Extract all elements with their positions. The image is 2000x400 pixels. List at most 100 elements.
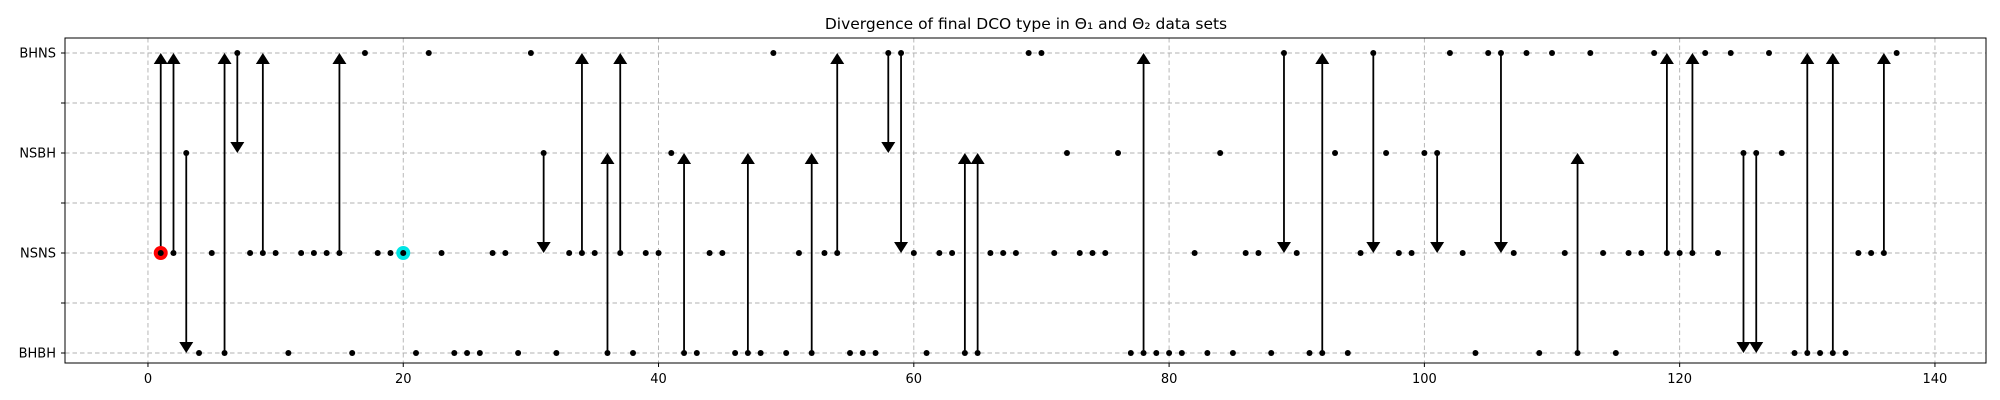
- data-point: [1651, 50, 1658, 56]
- transition-start-point: [1319, 350, 1326, 356]
- y-tick-label: NSNS: [20, 247, 56, 262]
- data-point: [1051, 250, 1058, 256]
- data-point: [374, 250, 381, 256]
- transition-start-point: [1663, 250, 1670, 256]
- data-point: [361, 50, 368, 56]
- data-point: [1638, 250, 1645, 256]
- transition-arrowhead: [677, 153, 692, 164]
- data-point: [1727, 50, 1734, 56]
- transition-start-point: [1829, 350, 1836, 356]
- data-point: [668, 150, 675, 156]
- chart-title: Divergence of final DCO type in Θ₁ and Θ…: [825, 15, 1227, 33]
- transition-start-point: [170, 250, 177, 256]
- data-point: [949, 250, 956, 256]
- transition-arrowhead: [957, 153, 972, 164]
- data-point: [1395, 250, 1402, 256]
- transition-start-point: [234, 50, 241, 56]
- transition-arrowhead: [1659, 53, 1674, 64]
- data-point: [1255, 250, 1262, 256]
- x-tick-label: 80: [1161, 372, 1178, 387]
- data-point: [706, 250, 713, 256]
- transition-start-point: [834, 250, 841, 256]
- data-point: [1217, 150, 1224, 156]
- transition-start-point: [808, 350, 815, 356]
- transition-arrowhead: [804, 153, 819, 164]
- data-point: [1204, 350, 1211, 356]
- data-point: [272, 250, 279, 256]
- transition-start-point: [259, 250, 266, 256]
- data-point: [1536, 350, 1543, 356]
- transition-arrowhead: [600, 153, 615, 164]
- transition-start-point: [221, 350, 228, 356]
- data-point: [783, 350, 790, 356]
- data-point: [1012, 250, 1019, 256]
- data-point: [489, 250, 496, 256]
- data-point: [642, 250, 649, 256]
- transition-arrowhead: [1749, 342, 1764, 353]
- data-point: [349, 350, 356, 356]
- transition-start-point: [885, 50, 892, 56]
- transition-start-point: [183, 150, 190, 156]
- transition-arrowhead: [830, 53, 845, 64]
- data-point: [1242, 250, 1249, 256]
- transition-arrowhead: [970, 153, 985, 164]
- data-point: [323, 250, 330, 256]
- data-point: [1446, 50, 1453, 56]
- data-point: [451, 350, 458, 356]
- transition-arrowhead: [574, 53, 589, 64]
- data-point: [1229, 350, 1236, 356]
- data-point: [464, 350, 471, 356]
- transition-start-point: [1280, 50, 1287, 56]
- transition-arrowhead: [230, 142, 245, 153]
- data-point: [1549, 50, 1556, 56]
- x-tick-label: 120: [1667, 372, 1692, 387]
- data-point: [770, 50, 777, 56]
- transition-arrowhead: [536, 242, 551, 253]
- transition-arrowhead: [166, 53, 181, 64]
- transition-start-point: [1497, 50, 1504, 56]
- highlighted-points: [153, 246, 411, 260]
- transition-start-point: [898, 50, 905, 56]
- data-point: [1357, 250, 1364, 256]
- transition-arrowhead: [179, 342, 194, 353]
- data-point: [1293, 250, 1300, 256]
- data-point: [732, 350, 739, 356]
- data-point: [1408, 250, 1415, 256]
- x-tick-label: 140: [1923, 372, 1948, 387]
- data-point: [872, 350, 879, 356]
- data-point: [795, 250, 802, 256]
- x-tick-label: 0: [144, 372, 152, 387]
- data-point: [438, 250, 445, 256]
- transition-start-point: [1689, 250, 1696, 256]
- transition-arrowhead: [881, 142, 896, 153]
- data-point: [1766, 50, 1773, 56]
- data-point: [208, 250, 215, 256]
- data-point: [1268, 350, 1275, 356]
- x-tick-label: 40: [650, 372, 667, 387]
- data-point: [1587, 50, 1594, 56]
- y-tick-label: NSBH: [19, 147, 56, 162]
- data-point: [1676, 250, 1683, 256]
- data-points: [157, 50, 1900, 356]
- data-point: [1842, 350, 1849, 356]
- data-point: [1344, 350, 1351, 356]
- transition-arrowhead: [255, 53, 270, 64]
- data-point: [1076, 250, 1083, 256]
- data-point: [1000, 250, 1007, 256]
- transition-arrowhead: [1136, 53, 1151, 64]
- data-point: [310, 250, 317, 256]
- transition-arrowhead: [1315, 53, 1330, 64]
- transition-arrowhead: [1493, 242, 1508, 253]
- transition-start-point: [617, 250, 624, 256]
- transition-start-point: [1753, 150, 1760, 156]
- transition-arrowhead: [1825, 53, 1840, 64]
- data-point: [566, 250, 573, 256]
- data-point: [298, 250, 305, 256]
- data-point: [515, 350, 522, 356]
- data-point: [1855, 250, 1862, 256]
- data-point: [1485, 50, 1492, 56]
- transition-arrowhead: [1570, 153, 1585, 164]
- data-point: [821, 250, 828, 256]
- plot-area-frame: [64, 37, 1987, 364]
- transition-arrowhead: [894, 242, 909, 253]
